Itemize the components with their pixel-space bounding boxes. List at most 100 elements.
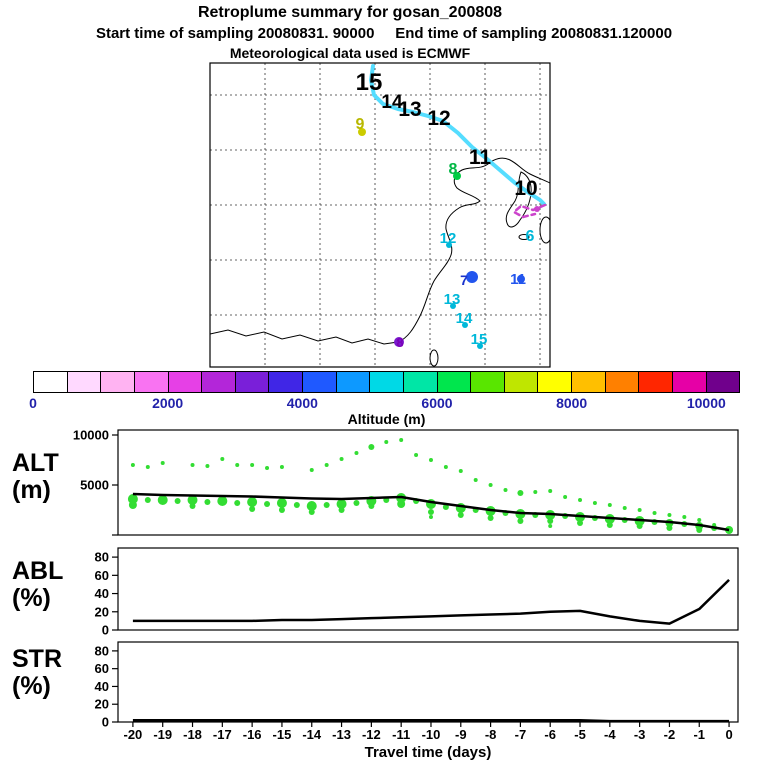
particle-dot <box>533 490 538 494</box>
particle-dot <box>249 506 256 512</box>
colorbar-segment <box>403 372 438 392</box>
altitude-colorbar <box>33 371 740 393</box>
particle-dot <box>427 509 434 515</box>
trajectory-dot <box>453 172 461 180</box>
particle-dot <box>278 507 285 513</box>
secondary-trajectory <box>511 203 547 219</box>
x-tick-label: -16 <box>243 727 262 742</box>
y-tick-label: 10000 <box>73 428 109 443</box>
y-tick-label: 40 <box>95 586 109 601</box>
x-tick-label: -7 <box>515 727 527 742</box>
particle-dot <box>324 463 329 467</box>
day-number-label: 13 <box>444 291 461 308</box>
day-number-label: 7 <box>460 272 468 288</box>
particle-dot <box>548 489 553 493</box>
x-tick-label: -17 <box>213 727 232 742</box>
trajectory-dot <box>358 128 366 136</box>
particle-dot <box>204 499 211 505</box>
str-panel-frame <box>117 641 739 723</box>
particle-dot <box>308 509 315 515</box>
colorbar-tick-labels: 0 2000 4000 6000 8000 10000 <box>29 395 740 411</box>
particle-dot <box>306 501 317 511</box>
particle-dot <box>265 466 270 470</box>
particle-dot <box>697 518 702 522</box>
colorbar-segment <box>538 372 572 392</box>
particle-dot <box>276 498 287 508</box>
trajectory-dot <box>534 206 540 212</box>
day-number-label: 15 <box>356 69 383 96</box>
y-tick-label: 80 <box>95 550 109 565</box>
particle-dot <box>548 524 553 528</box>
met-data-line: Meteorological data used is ECMWF <box>229 45 471 61</box>
particle-dot <box>563 495 568 499</box>
colorbar-segment <box>134 372 169 392</box>
particle-dot <box>217 496 228 506</box>
x-tick-label: -12 <box>362 727 381 742</box>
x-tick-label: 0 <box>725 727 732 742</box>
particle-dot <box>487 515 494 521</box>
day-number-label: 6 <box>526 228 535 245</box>
colorbar-segment <box>639 372 673 392</box>
trajectory-dot <box>462 322 468 328</box>
particle-dot <box>666 525 673 531</box>
str-label-line1: STR <box>12 645 62 673</box>
y-tick-label: 60 <box>95 568 109 583</box>
x-tick-label: -5 <box>574 727 586 742</box>
colorbar-segment <box>336 372 371 392</box>
trajectory-dot <box>446 242 452 248</box>
particle-dot <box>442 504 449 510</box>
particle-dot <box>428 515 433 519</box>
coastline <box>210 157 550 345</box>
colorbar-tick-label: 8000 <box>556 395 588 411</box>
alt-panel-label: ALT (m) <box>12 450 59 504</box>
particle-dot <box>696 527 703 533</box>
coastline <box>505 171 532 228</box>
x-tick-label: -4 <box>604 727 616 742</box>
particle-dot <box>414 453 419 457</box>
day-number-label: 12 <box>427 107 450 130</box>
day-number-label: 15 <box>471 331 488 348</box>
abl-panel-label: ABL (%) <box>12 558 63 612</box>
colorbar-segment <box>303 372 337 392</box>
x-tick-label: -2 <box>664 727 676 742</box>
abl-line <box>132 578 730 625</box>
particle-dot <box>220 457 225 461</box>
particle-dot <box>174 498 181 504</box>
alt-label-line1: ALT <box>12 449 59 477</box>
particle-dot <box>190 463 195 467</box>
particle-dot <box>354 451 359 455</box>
particle-dot <box>323 502 330 508</box>
particle-dot <box>235 463 240 467</box>
island <box>518 234 530 240</box>
colorbar-title: Altitude (m) <box>347 411 426 427</box>
particle-dot <box>247 497 258 507</box>
particle-dot <box>547 518 554 524</box>
particle-dot <box>399 438 404 442</box>
colorbar-segment <box>168 372 203 392</box>
particle-dot <box>338 507 345 513</box>
day-number-label: 8 <box>449 161 458 178</box>
particle-dot <box>667 513 672 517</box>
y-tick-label: 20 <box>95 604 109 619</box>
day-number-label: 14 <box>381 92 403 113</box>
particle-dot <box>234 500 241 506</box>
x-tick-label: -13 <box>332 727 351 742</box>
str-line <box>132 718 730 723</box>
particle-dot <box>293 502 300 508</box>
particle-dot <box>264 501 271 507</box>
str-panel-label: STR (%) <box>12 646 62 700</box>
particle-dot <box>457 512 464 518</box>
trajectory-dot <box>466 271 478 283</box>
trajectory-dot <box>477 343 483 349</box>
colorbar-tick-label: 0 <box>29 395 37 411</box>
y-tick-label: 5000 <box>80 478 109 493</box>
x-tick-label: -18 <box>183 727 202 742</box>
day-number-label: 9 <box>356 116 365 133</box>
x-tick-label: -11 <box>392 727 410 742</box>
particle-dot <box>160 461 165 465</box>
day-number-label: 11 <box>510 271 526 288</box>
particle-dot <box>473 478 478 482</box>
particle-dot <box>353 500 360 506</box>
y-tick-label: 20 <box>95 697 109 712</box>
y-tick-label: 60 <box>95 661 109 676</box>
